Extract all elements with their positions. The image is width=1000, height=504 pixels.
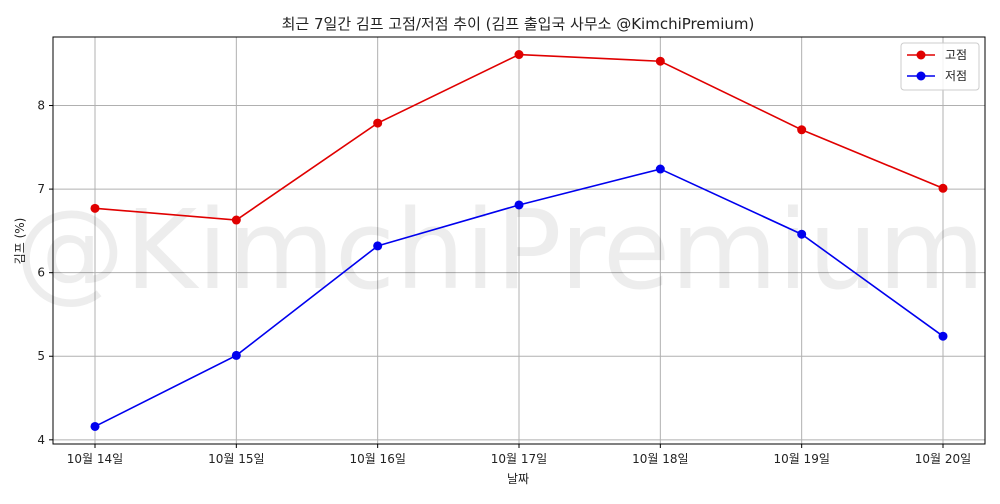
data-point — [938, 331, 948, 341]
data-point — [373, 241, 383, 251]
data-point — [90, 203, 100, 213]
data-point — [231, 350, 241, 360]
data-point — [514, 200, 524, 210]
legend-label: 고점 — [945, 48, 967, 62]
x-axis-label: 날짜 — [507, 472, 529, 486]
data-point — [373, 118, 383, 128]
chart-title: 최근 7일간 김프 고점/저점 추이 (김프 출입국 사무소 @KimchiPr… — [282, 15, 755, 33]
y-tick-label: 7 — [37, 182, 45, 196]
grid-lines — [53, 37, 985, 444]
legend-label: 저점 — [945, 69, 967, 83]
legend-marker — [916, 50, 926, 60]
y-tick-label: 5 — [37, 349, 45, 363]
data-point — [655, 164, 665, 174]
watermark-text: @KimchiPremium — [15, 186, 985, 314]
x-tick-label: 10월 17일 — [491, 452, 547, 466]
axis-ticks: 10월 14일 10월 15일 10월 16일 10월 17일 10월 18일 10월 1… — [37, 99, 971, 466]
x-tick-label: 10월 18일 — [632, 452, 688, 466]
y-tick-label: 4 — [37, 433, 45, 447]
data-point — [797, 229, 807, 239]
data-point — [797, 125, 807, 135]
legend-marker — [916, 71, 926, 81]
data-point — [90, 421, 100, 431]
x-tick-label: 10월 19일 — [773, 452, 829, 466]
y-tick-label: 6 — [37, 266, 45, 280]
legend-box — [900, 42, 980, 91]
data-point — [938, 183, 948, 193]
y-tick-label: 8 — [37, 99, 45, 113]
x-tick-label: 10월 20일 — [915, 452, 971, 466]
x-tick-label: 10월 15일 — [208, 452, 264, 466]
data-point — [231, 215, 241, 225]
data-point — [655, 56, 665, 66]
series-lines — [90, 50, 948, 431]
x-tick-label: 10월 16일 — [349, 452, 405, 466]
data-point — [514, 50, 524, 60]
y-axis-label: 김프 (%) — [13, 218, 27, 265]
x-tick-label: 10월 14일 — [67, 452, 123, 466]
